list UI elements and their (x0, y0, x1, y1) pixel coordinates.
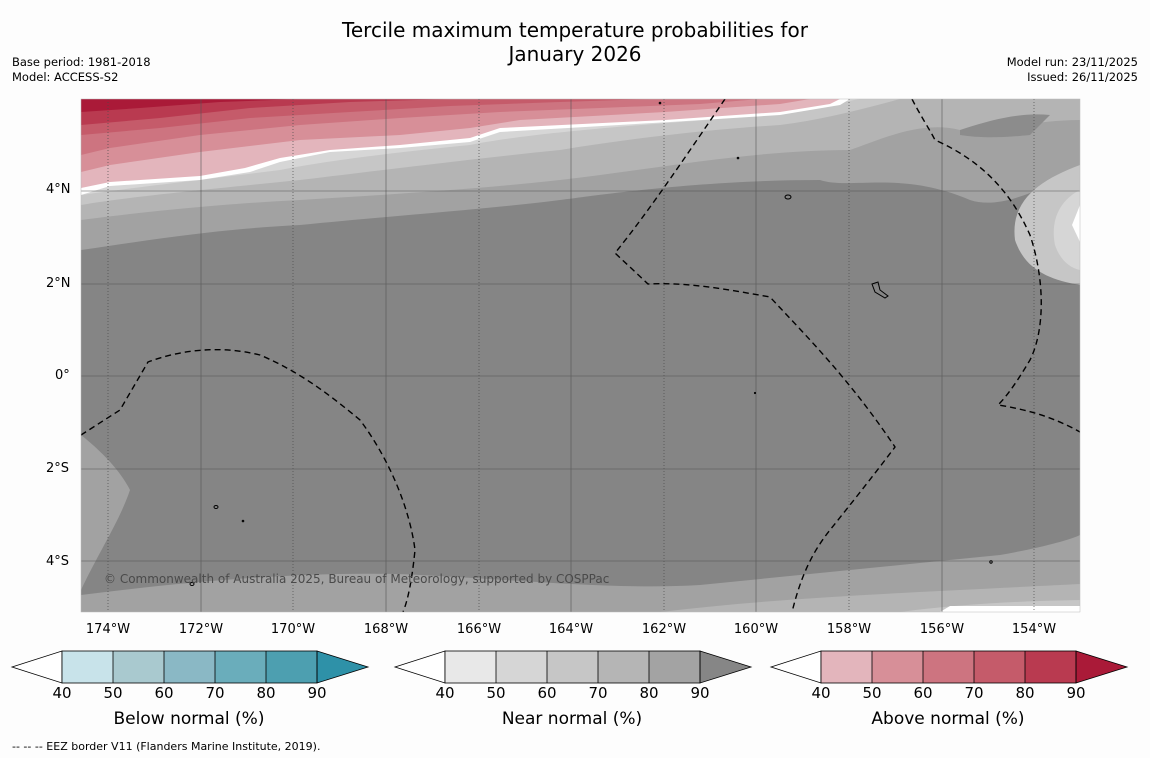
cb-below-50 (113, 651, 164, 683)
cb-near-tick: 40 (435, 684, 455, 702)
lat-label-4s: 4°S (46, 554, 70, 569)
cb-near-70 (598, 651, 649, 683)
lat-label-0: 0° (55, 368, 70, 383)
cb-above-70 (974, 651, 1025, 683)
near-50-east (1053, 190, 1080, 270)
cb-above-tick: 70 (964, 684, 984, 702)
cb-below-tick: 50 (103, 684, 123, 702)
cb-above-50 (872, 651, 923, 683)
eez-borders (81, 99, 1080, 612)
cb-near-tick: 50 (486, 684, 506, 702)
cb-above-60 (923, 651, 974, 683)
meta-right: Model run: 23/11/2025 Issued: 26/11/2025 (1007, 55, 1138, 85)
copyright-text: © Commonwealth of Australia 2025, Bureau… (104, 572, 610, 586)
cb-below-90 (317, 651, 368, 683)
lon-label-158w: 158°W (826, 622, 872, 637)
issued-date: Issued: 26/11/2025 (1027, 70, 1138, 84)
above-90-north (81, 99, 300, 112)
cb-above-40 (821, 651, 872, 683)
white-south (940, 606, 1080, 612)
lon-label-160w: 160°W (733, 622, 779, 637)
cb-above-90 (1076, 651, 1127, 683)
title-line-1: Tercile maximum temperature probabilitie… (342, 18, 808, 42)
footnote: -- -- -- EEZ border V11 (Flanders Marine… (12, 740, 321, 753)
lat-label-2s: 2°S (46, 461, 70, 476)
cb-near-tick: 70 (588, 684, 608, 702)
colorbar-below (10, 650, 370, 684)
cb-below-tick: 70 (205, 684, 225, 702)
islands (189, 101, 993, 586)
cb-near-tick: 90 (690, 684, 710, 702)
map-frame (80, 98, 1081, 613)
lon-label-168w: 168°W (363, 622, 409, 637)
model-run: Model run: 23/11/2025 (1006, 55, 1138, 69)
meta-left: Base period: 1981-2018 Model: ACCESS-S2 (12, 55, 151, 85)
cb-above-title: Above normal (%) (871, 709, 1025, 729)
cb-below-60 (164, 651, 215, 683)
chart-title: Tercile maximum temperature probabilitie… (0, 18, 1150, 66)
lon-label-166w: 166°W (456, 622, 502, 637)
cb-near-60 (547, 651, 598, 683)
cb-near-90 (700, 651, 751, 683)
cb-near-50 (496, 651, 547, 683)
lon-label-156w: 156°W (919, 622, 965, 637)
title-line-2: January 2026 (508, 42, 642, 66)
lon-label-162w: 162°W (641, 622, 687, 637)
model-name: Model: ACCESS-S2 (12, 70, 119, 84)
cb-above-tick: 90 (1066, 684, 1086, 702)
cb-near-40 (445, 651, 496, 683)
base-period: Base period: 1981-2018 (12, 55, 151, 69)
cb-below-tick: 40 (52, 684, 72, 702)
lon-label-154w: 154°W (1011, 622, 1057, 637)
map-area (81, 99, 1080, 612)
lon-label-170w: 170°W (270, 622, 316, 637)
cb-above-tick: 60 (913, 684, 933, 702)
white-east (1072, 205, 1080, 242)
near-80-west (81, 435, 130, 590)
cb-near-title: Near normal (%) (501, 709, 643, 729)
cb-below-70 (215, 651, 266, 683)
colorbar-near (393, 650, 753, 684)
cb-below-title: Below normal (%) (113, 709, 265, 729)
lat-label-2n: 2°N (46, 276, 71, 291)
cb-above-tick: 50 (862, 684, 882, 702)
cb-below-80 (266, 651, 317, 683)
colorbar-above (769, 650, 1129, 684)
dark-ne-patch (960, 114, 1050, 138)
cb-below-tick: 80 (256, 684, 276, 702)
cb-below-tick: 90 (307, 684, 327, 702)
lon-label-164w: 164°W (548, 622, 594, 637)
lon-label-174w: 174°W (85, 622, 131, 637)
near-80-south (81, 535, 1080, 612)
graticule-solid (81, 99, 1080, 612)
cb-above-tick: 40 (811, 684, 831, 702)
cb-near-tick: 60 (537, 684, 557, 702)
cb-below-tick: 60 (154, 684, 174, 702)
lon-label-172w: 172°W (178, 622, 224, 637)
cb-above-tick: 80 (1015, 684, 1035, 702)
cb-below-40 (62, 651, 113, 683)
cb-near-80 (649, 651, 700, 683)
cb-above-80 (1025, 651, 1076, 683)
lat-label-4n: 4°N (46, 182, 71, 197)
cb-near-tick: 80 (639, 684, 659, 702)
